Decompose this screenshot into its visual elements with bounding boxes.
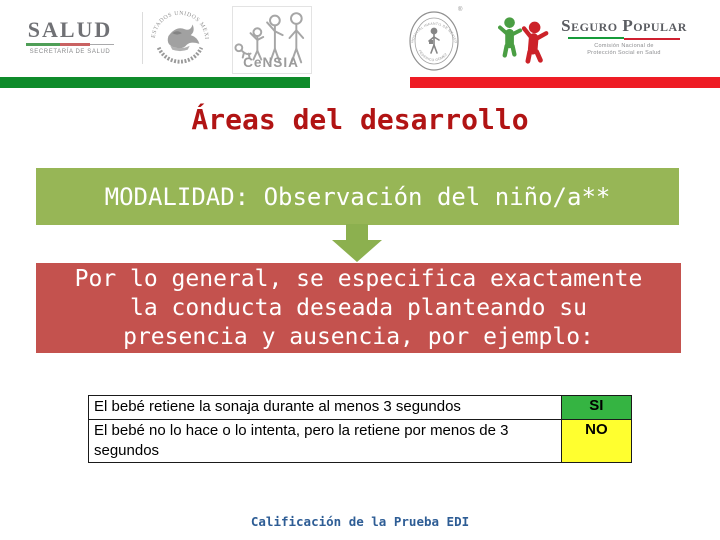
seguro-popular-rule — [568, 37, 680, 40]
svg-text:FEDERICO GÓMEZ: FEDERICO GÓMEZ — [418, 49, 449, 62]
seguro-popular-rule-green — [568, 37, 624, 39]
seguro-popular-subtitle-line2: Protección Social en Salud — [587, 50, 661, 56]
seguro-popular-subtitle-line1: Comisión Nacional de — [594, 43, 654, 49]
seguro-popular-title: Seguro Popular — [561, 16, 687, 35]
salud-rule-red — [60, 43, 90, 46]
salud-logo-title: SALUD — [27, 17, 113, 42]
hospital-infantil-seal-icon: HOSPITAL INFANTIL DE MÉXICO FEDERICO GÓM… — [409, 6, 463, 71]
example-table: El bebé retiene la sonaja durante al men… — [88, 395, 633, 463]
salud-logo: SALUD SECRETARÍA DE SALUD — [24, 19, 116, 55]
table-row: El bebé retiene la sonaja durante al men… — [88, 395, 633, 420]
seguro-popular-logo: Seguro Popular Comisión Nacional de Prot… — [552, 17, 696, 57]
header-bar-green — [0, 77, 310, 88]
salud-rule-green — [26, 43, 60, 46]
salud-logo-subtitle: SECRETARÍA DE SALUD — [29, 49, 111, 55]
down-arrow-icon — [332, 224, 382, 262]
description-line-3: presencia y ausencia, por ejemplo: — [123, 323, 594, 350]
description-line-2: la conducta deseada planteando su — [130, 294, 587, 321]
description-line-1: Por lo general, se especifica exactament… — [74, 265, 643, 292]
registered-mark: ® — [458, 6, 463, 13]
censia-label: CeNSIA — [243, 55, 299, 70]
seguro-popular-rule-red — [624, 38, 680, 40]
mexican-coat-of-arms-icon: ESTADOS UNIDOS MEXICANOS — [149, 7, 209, 64]
modality-box-text: MODALIDAD: Observación del niño/a** — [104, 182, 611, 211]
header-divider-line — [142, 12, 143, 64]
salud-tricolor-rule — [26, 43, 114, 46]
table-cell-description: El bebé retiene la sonaja durante al men… — [88, 395, 562, 420]
seguro-popular-figures-icon — [498, 17, 549, 64]
table-cell-description: El bebé no lo hace o lo intenta, pero la… — [88, 419, 562, 463]
page-title: Áreas del desarrollo — [191, 103, 529, 136]
table-cell-verdict-si: SI — [560, 395, 633, 420]
modality-box: MODALIDAD: Observación del niño/a** — [36, 168, 679, 225]
censia-figures-icon: CeNSIA — [234, 12, 305, 70]
salud-rule-gray — [90, 44, 114, 45]
slide-footer: Calificación de la Prueba EDI — [250, 514, 470, 529]
table-row: El bebé no lo hace o lo intenta, pero la… — [88, 419, 633, 463]
censia-logo: CeNSIA — [232, 6, 312, 74]
description-box: Por lo general, se especifica exactament… — [36, 263, 681, 353]
table-cell-verdict-no: NO — [560, 419, 633, 463]
header-bar-red — [410, 77, 720, 88]
